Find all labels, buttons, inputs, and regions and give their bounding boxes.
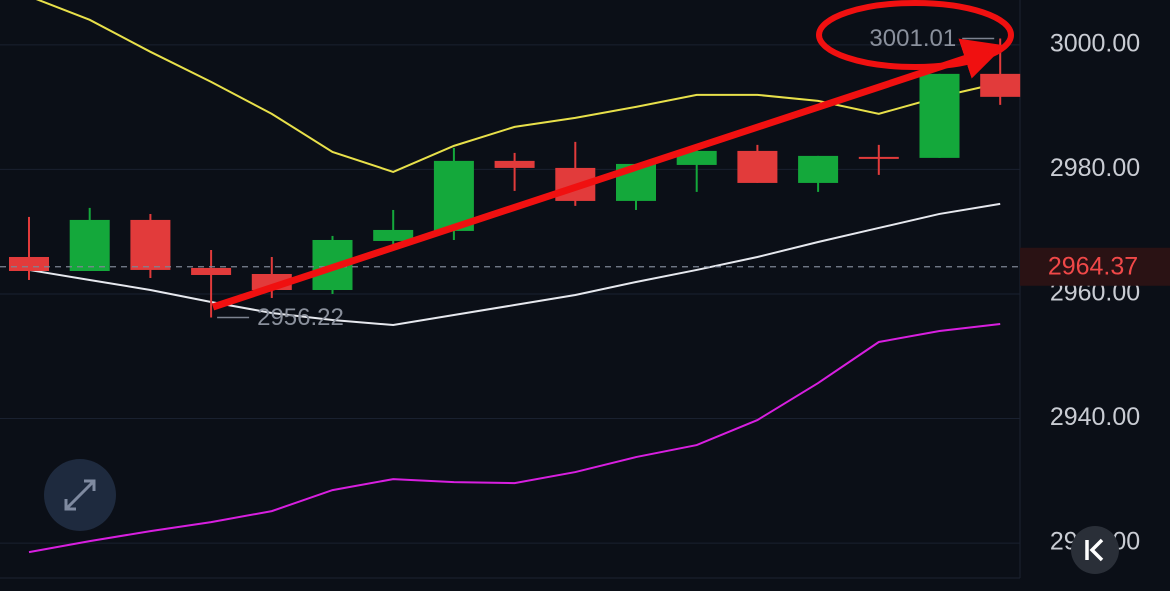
candle-body [980,73,1021,97]
candle-body [9,256,49,271]
highlight-ellipse [816,0,1014,70]
high-label: 3001.01 [869,25,956,52]
expand-button[interactable] [44,459,116,531]
y-tick-label: 2940.00 [1050,403,1140,431]
last-price-label: 2964.37 [1048,252,1138,280]
candle-body [69,219,110,271]
candle-body [798,155,839,183]
candle-body [373,229,414,241]
scroll-circle[interactable] [1071,526,1119,574]
scroll-latest-button[interactable] [1071,526,1119,574]
scroll-icon [1085,538,1104,562]
moving-averages [28,0,1001,554]
y-tick-label: 2980.00 [1050,154,1140,182]
candle-body [433,160,474,231]
expand-icon [64,479,96,511]
candle-body [919,73,960,158]
candles [9,38,1021,318]
trend-arrow [211,38,1005,311]
candle-body [676,150,717,165]
last-price-tag [1020,247,1170,286]
candle-body [130,219,171,270]
ma-line [28,323,1001,554]
ma-line [28,202,1001,327]
ma-line [35,0,1001,173]
low-label: 2956.22 [257,304,344,331]
candle-body [737,150,778,183]
y-tick-label: 3000.00 [1050,29,1140,57]
candle-body [191,267,232,275]
grid [0,44,1020,544]
labels: 2920.002940.002960.002980.003000.003001.… [0,25,1170,556]
candle-body [494,160,535,168]
candle-body [858,156,899,159]
